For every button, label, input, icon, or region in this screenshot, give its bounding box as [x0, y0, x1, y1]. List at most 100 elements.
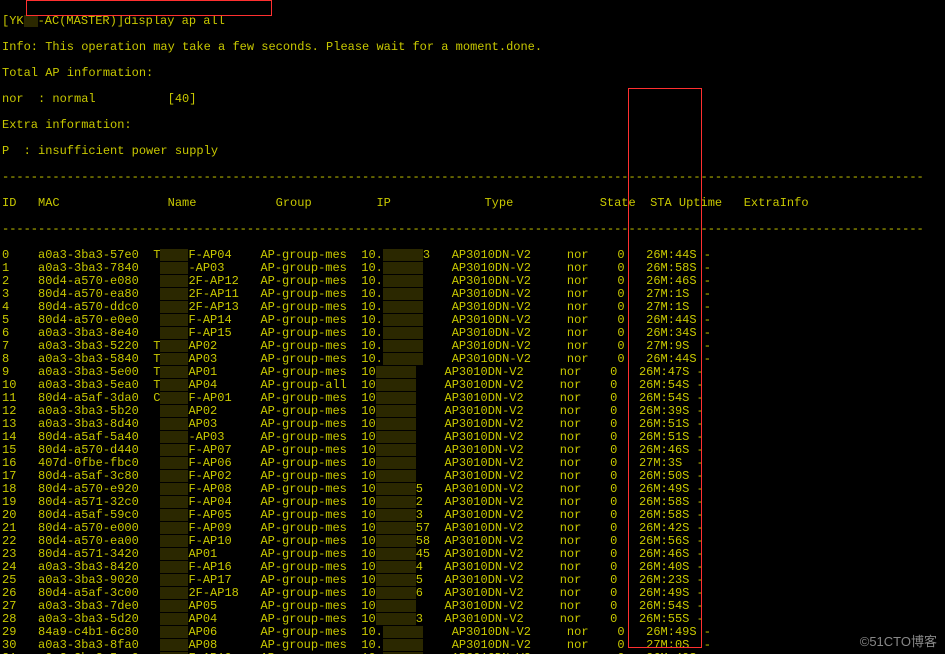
- cell-ip-suf: [423, 261, 452, 275]
- redacted: [160, 535, 188, 547]
- cell-uptime: 26M:54S: [639, 599, 697, 613]
- cell-name-pre: [153, 612, 160, 626]
- redacted: [376, 483, 416, 495]
- cell-ip-suf: [416, 378, 445, 392]
- cell-extra: -: [697, 599, 704, 613]
- cell-mac: a0a3-3ba3-8d40: [38, 417, 153, 431]
- cell-group: AP-group-mes: [260, 482, 361, 496]
- redacted: [376, 366, 416, 378]
- divider: ----------------------------------------…: [2, 171, 945, 184]
- redacted: [160, 561, 188, 573]
- cell-extra: -: [697, 573, 704, 587]
- cell-ip-pre: 10.: [361, 300, 383, 314]
- redacted: [383, 288, 423, 300]
- cell-sta: 0: [610, 599, 639, 613]
- cell-id: 2: [2, 274, 38, 288]
- cell-ip-suf: 5: [416, 482, 445, 496]
- table-row: 27 a0a3-3ba3-7de0 AP05 AP-group-mes 10 A…: [2, 600, 945, 613]
- cell-name-suf: 2F-AP12: [188, 274, 260, 288]
- cell-type: AP3010DN-V2: [452, 248, 567, 262]
- table-row: 1 a0a3-3ba3-7840 -AP03 AP-group-mes 10. …: [2, 262, 945, 275]
- redacted: [160, 392, 188, 404]
- cell-name-pre: [153, 326, 160, 340]
- cell-extra: -: [704, 326, 711, 340]
- cell-name-suf: F-AP17: [188, 573, 260, 587]
- cell-uptime: 26M:46S: [639, 443, 697, 457]
- cell-id: 8: [2, 352, 38, 366]
- cell-name-pre: [153, 573, 160, 587]
- cell-state: nor: [560, 378, 610, 392]
- cell-name-suf: AP05: [188, 599, 260, 613]
- cell-state: nor: [567, 300, 617, 314]
- cell-id: 16: [2, 456, 38, 470]
- table-row: 18 80d4-a570-e920 F-AP08 AP-group-mes 10…: [2, 483, 945, 496]
- cell-uptime: 26M:44S: [646, 248, 704, 262]
- redacted: [160, 379, 188, 391]
- redacted: [376, 548, 416, 560]
- cell-sta: 0: [617, 313, 646, 327]
- cell-mac: 80d4-a570-e000: [38, 521, 153, 535]
- cell-extra: -: [704, 287, 711, 301]
- cell-state: nor: [567, 287, 617, 301]
- cell-group: AP-group-mes: [260, 339, 361, 353]
- cell-type: AP3010DN-V2: [445, 417, 560, 431]
- cell-type: AP3010DN-V2: [452, 339, 567, 353]
- cell-name-pre: [153, 261, 160, 275]
- cell-extra: -: [697, 508, 704, 522]
- cell-name-suf: AP06: [188, 625, 260, 639]
- table-row: 30 a0a3-3ba3-8fa0 AP08 AP-group-mes 10. …: [2, 639, 945, 652]
- cell-uptime: 26M:44S: [646, 352, 704, 366]
- cell-ip-pre: 10: [361, 521, 375, 535]
- cell-name-suf: -AP03: [188, 261, 260, 275]
- cell-extra: -: [697, 430, 704, 444]
- table-row: 24 a0a3-3ba3-8420 F-AP16 AP-group-mes 10…: [2, 561, 945, 574]
- cell-uptime: 26M:46S: [646, 274, 704, 288]
- cell-mac: 84a9-c4b1-6c80: [38, 625, 153, 639]
- cell-ip-suf: [416, 417, 445, 431]
- cell-type: AP3010DN-V2: [445, 404, 560, 418]
- cell-uptime: 26M:58S: [646, 261, 704, 275]
- info-line: Extra information:: [2, 119, 945, 132]
- cell-type: AP3010DN-V2: [452, 638, 567, 652]
- cell-ip-suf: [423, 339, 452, 353]
- redacted: [376, 418, 416, 430]
- cell-mac: 80d4-a570-d440: [38, 443, 153, 457]
- cell-extra: -: [697, 547, 704, 561]
- cell-ip-suf: [423, 326, 452, 340]
- redacted: [160, 626, 188, 638]
- cell-ip-pre: 10.: [361, 261, 383, 275]
- cell-extra: -: [697, 391, 704, 405]
- prompt-right: -AC(MASTER)]: [38, 14, 124, 28]
- cell-name-suf: AP02: [188, 339, 260, 353]
- cell-mac: a0a3-3ba3-5d20: [38, 612, 153, 626]
- table-row: 14 80d4-a5af-5a40 -AP03 AP-group-mes 10 …: [2, 431, 945, 444]
- cell-id: 1: [2, 261, 38, 275]
- cell-sta: 0: [617, 326, 646, 340]
- cell-state: nor: [560, 508, 610, 522]
- cell-type: AP3010DN-V2: [445, 482, 560, 496]
- cell-id: 12: [2, 404, 38, 418]
- cell-ip-pre: 10.: [361, 638, 383, 652]
- cell-name-pre: [153, 404, 160, 418]
- cell-sta: 0: [617, 625, 646, 639]
- cell-type: AP3010DN-V2: [445, 495, 560, 509]
- cell-extra: -: [697, 482, 704, 496]
- terminal-window[interactable]: [YK-AC(MASTER)]display ap all Info: This…: [0, 0, 945, 654]
- cell-type: AP3010DN-V2: [452, 287, 567, 301]
- cell-id: 3: [2, 287, 38, 301]
- cell-ip-suf: [416, 599, 445, 613]
- cell-group: AP-group-mes: [260, 287, 361, 301]
- cell-group: AP-group-mes: [260, 417, 361, 431]
- cell-extra: -: [697, 404, 704, 418]
- cell-ip-suf: [423, 313, 452, 327]
- cell-mac: 80d4-a570-ddc0: [38, 300, 153, 314]
- redacted: [376, 496, 416, 508]
- cell-id: 7: [2, 339, 38, 353]
- cell-mac: a0a3-3ba3-8fa0: [38, 638, 153, 652]
- cell-sta: 0: [617, 274, 646, 288]
- cell-state: nor: [560, 482, 610, 496]
- redacted: [383, 249, 423, 261]
- cell-group: AP-group-mes: [260, 274, 361, 288]
- cell-ip-suf: [416, 365, 445, 379]
- cell-name-pre: [153, 430, 160, 444]
